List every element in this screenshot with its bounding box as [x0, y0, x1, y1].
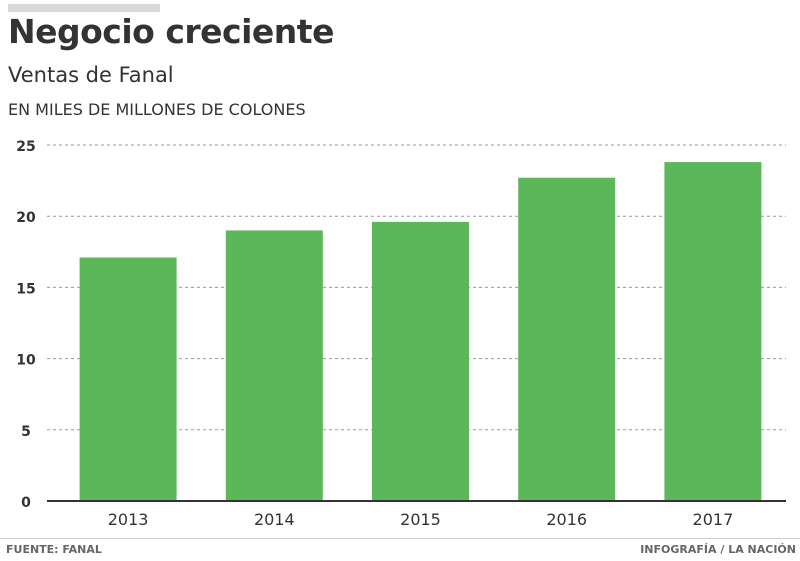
y-tick-label: 15 — [16, 281, 35, 297]
bar — [664, 162, 762, 501]
bar — [79, 257, 177, 501]
x-tick-label: 2015 — [400, 510, 441, 529]
chart-title: Negocio creciente — [8, 12, 334, 51]
bar — [518, 177, 616, 501]
y-tick-label: 20 — [16, 210, 36, 226]
x-tick-label: 2016 — [546, 510, 587, 529]
chart-subtitle: Ventas de Fanal — [8, 63, 174, 87]
y-tick-label: 5 — [21, 424, 31, 440]
bar — [372, 221, 469, 501]
x-tick-label: 2014 — [254, 510, 295, 529]
y-tick-label: 10 — [16, 353, 36, 369]
bar-chart: 0 5 10 15 20 25 2013 2014 2015 2016 2017 — [16, 139, 786, 529]
credit-note: INFOGRAFÍA / LA NACIÓN — [640, 543, 796, 556]
y-tick-label: 0 — [21, 495, 31, 511]
source-note: FUENTE: FANAL — [6, 543, 102, 556]
footer-divider — [0, 538, 800, 539]
x-tick-label: 2017 — [693, 510, 734, 529]
top-accent-rule — [8, 4, 160, 12]
y-tick-label: 25 — [16, 139, 35, 155]
x-tick-label: 2013 — [108, 510, 149, 529]
bar — [225, 230, 323, 501]
units-label: EN MILES DE MILLONES DE COLONES — [8, 100, 306, 119]
